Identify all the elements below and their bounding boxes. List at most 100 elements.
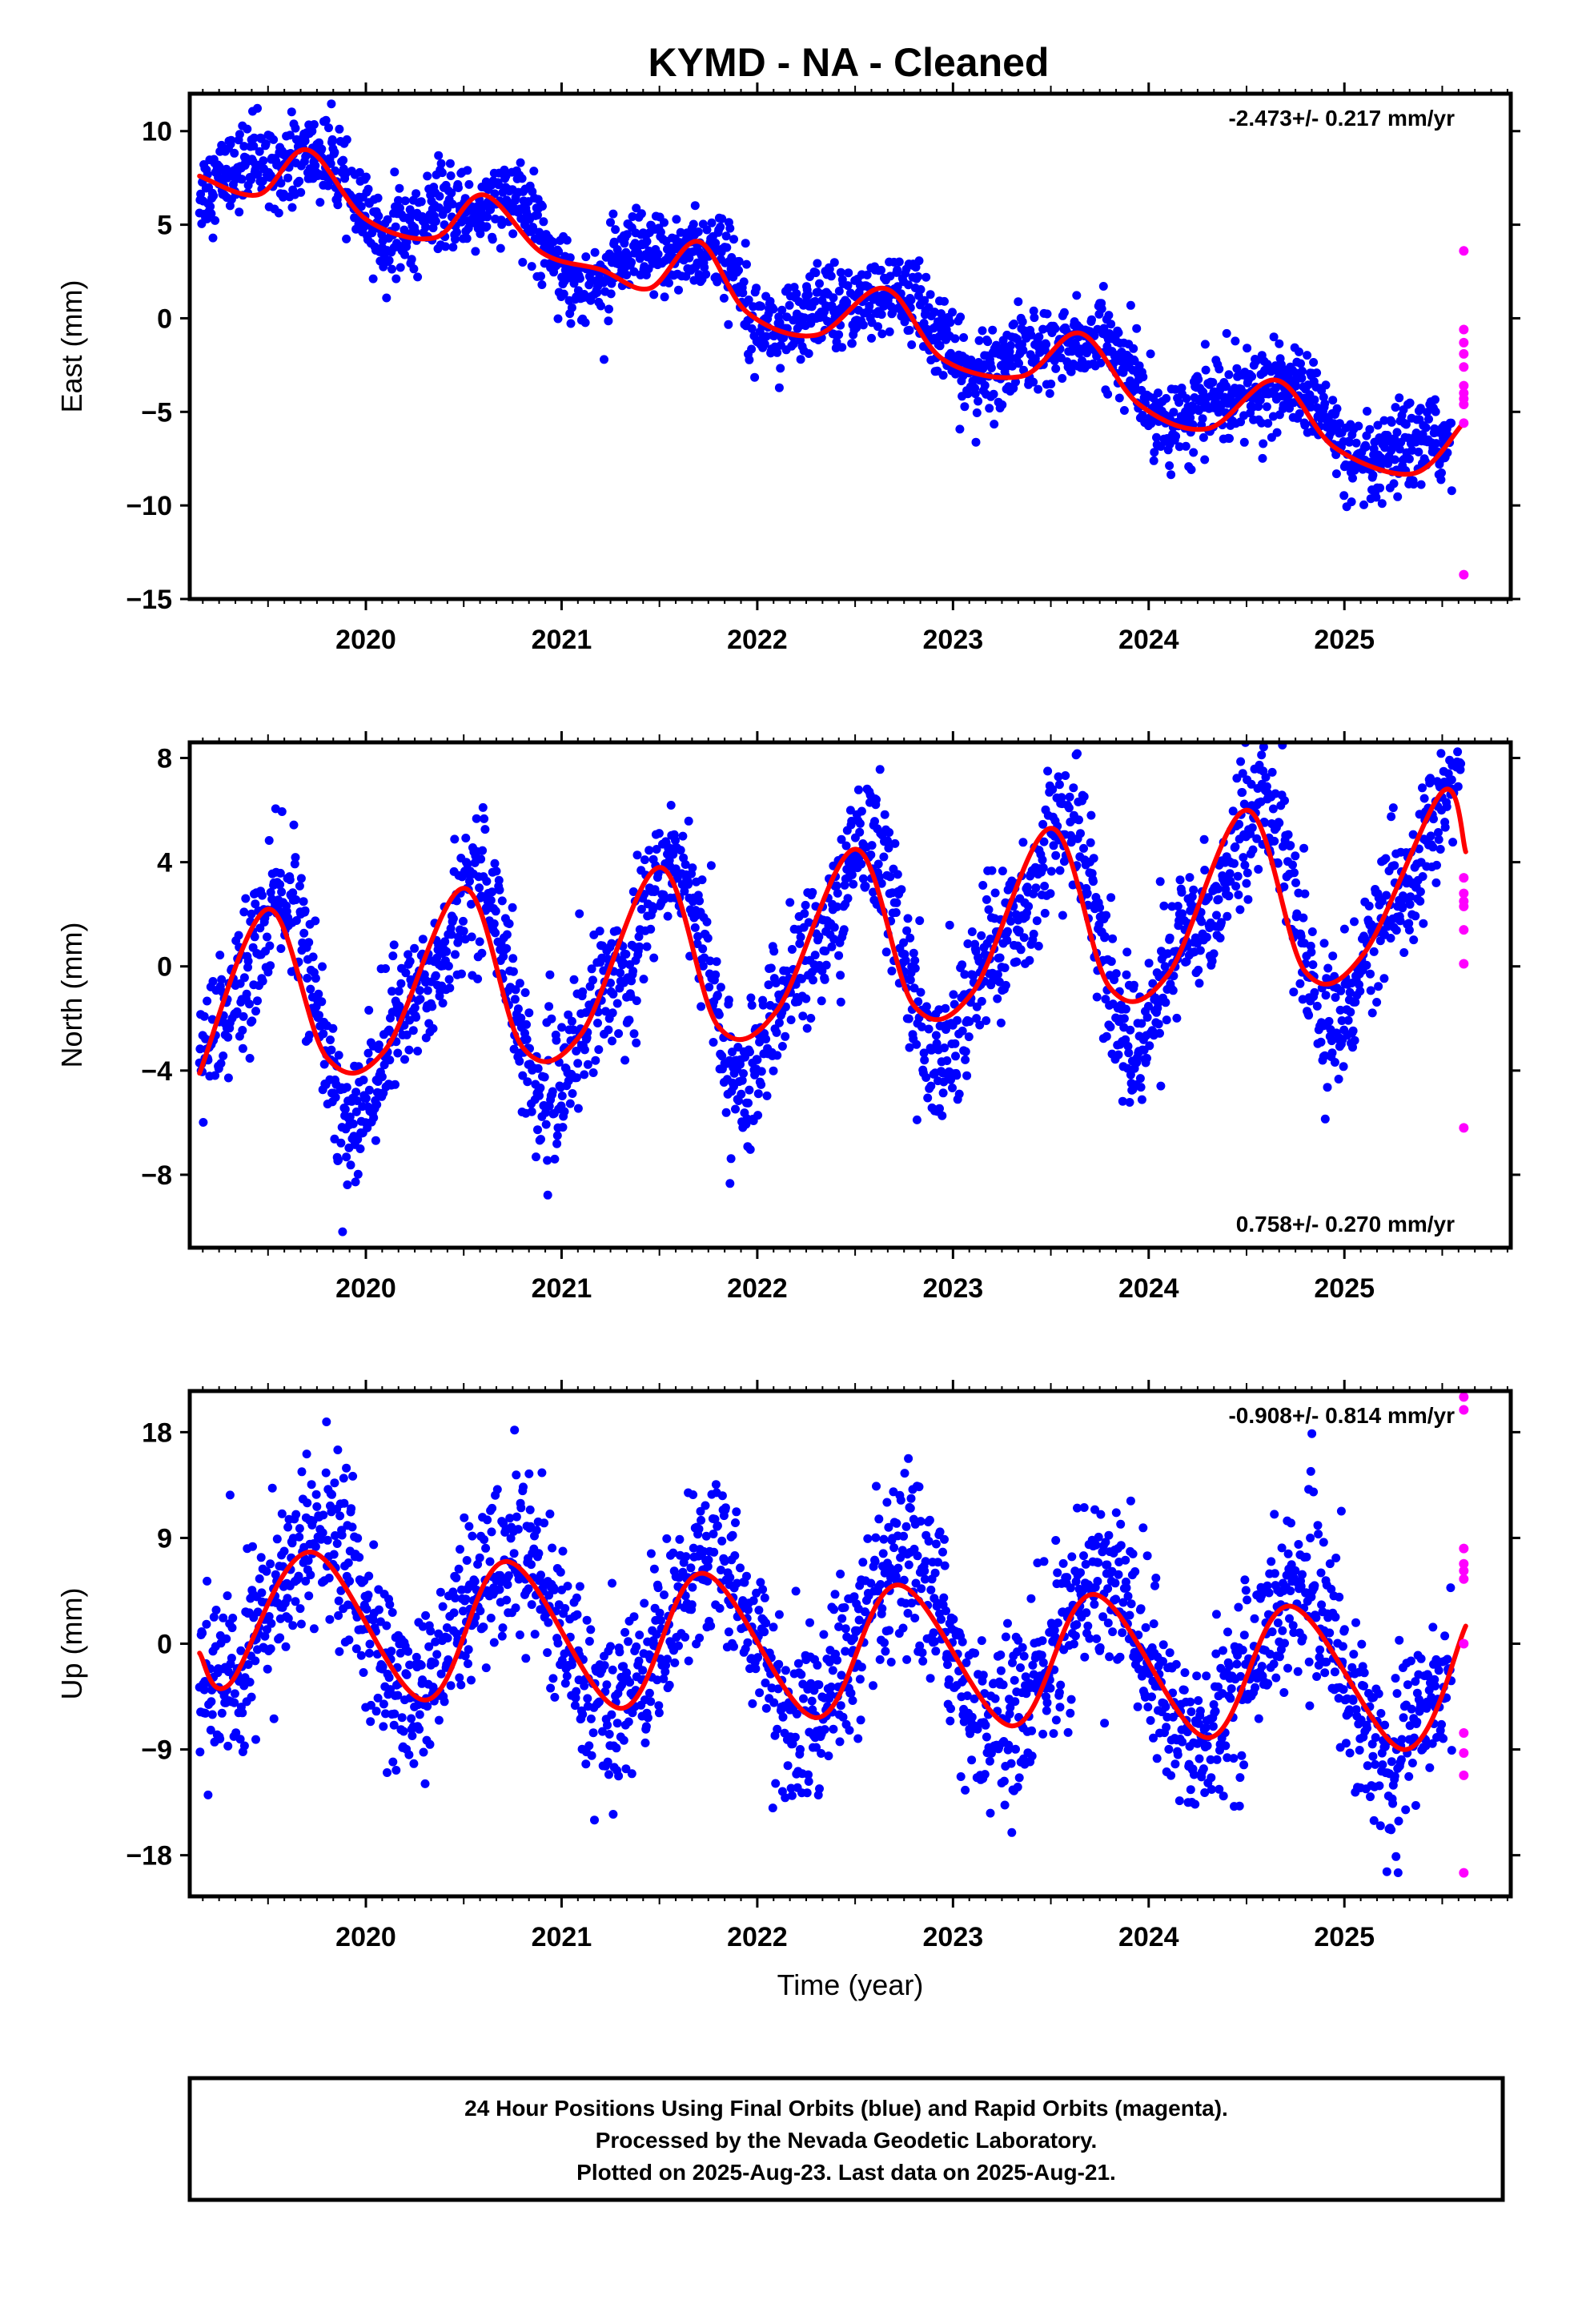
data-point bbox=[575, 274, 584, 283]
data-point bbox=[714, 1010, 724, 1019]
data-point bbox=[223, 1591, 232, 1601]
data-point bbox=[339, 1498, 349, 1508]
rapid-point bbox=[1459, 362, 1469, 372]
data-point bbox=[1019, 933, 1029, 943]
data-point bbox=[1222, 381, 1231, 391]
data-point bbox=[306, 984, 315, 994]
data-point bbox=[1225, 869, 1235, 879]
data-point bbox=[1175, 875, 1185, 885]
data-point bbox=[739, 277, 749, 287]
data-point bbox=[230, 1698, 239, 1707]
x-tick-label: 2023 bbox=[923, 625, 984, 655]
data-point bbox=[1189, 885, 1199, 895]
data-point bbox=[757, 1080, 766, 1089]
data-point bbox=[707, 218, 717, 227]
data-point bbox=[243, 956, 253, 966]
data-point bbox=[1437, 468, 1446, 477]
data-point bbox=[291, 916, 301, 925]
data-point bbox=[260, 1631, 270, 1641]
data-point bbox=[198, 1628, 207, 1638]
data-point bbox=[738, 288, 748, 298]
data-point bbox=[1348, 473, 1357, 483]
data-point bbox=[731, 1104, 740, 1114]
data-point bbox=[1200, 340, 1210, 349]
data-point bbox=[1178, 909, 1187, 919]
data-point bbox=[1339, 491, 1349, 501]
data-point bbox=[1209, 949, 1219, 959]
data-point bbox=[1148, 979, 1158, 988]
data-point bbox=[919, 1048, 929, 1058]
data-point bbox=[1436, 475, 1446, 485]
data-point bbox=[1331, 993, 1340, 1002]
data-point bbox=[259, 156, 268, 166]
data-point bbox=[502, 943, 512, 953]
data-point bbox=[309, 1624, 319, 1634]
data-point bbox=[843, 281, 853, 291]
data-point bbox=[462, 234, 472, 243]
data-point bbox=[909, 948, 918, 958]
data-point bbox=[1345, 987, 1355, 997]
data-point bbox=[971, 437, 981, 447]
data-point bbox=[1431, 407, 1440, 416]
data-point bbox=[984, 905, 994, 915]
data-point bbox=[612, 926, 622, 935]
data-point bbox=[418, 935, 428, 944]
rapid-orbit-points bbox=[1459, 246, 1469, 580]
data-point bbox=[962, 1071, 972, 1080]
data-point bbox=[815, 279, 824, 288]
data-point bbox=[1165, 933, 1174, 943]
data-point bbox=[1361, 442, 1371, 452]
data-point bbox=[319, 1510, 328, 1520]
data-point bbox=[326, 159, 335, 168]
data-point bbox=[676, 227, 685, 237]
data-point bbox=[1002, 935, 1012, 945]
data-point bbox=[870, 817, 879, 826]
data-point bbox=[680, 887, 689, 896]
data-point bbox=[383, 1768, 391, 1777]
data-point bbox=[1440, 822, 1450, 832]
data-point bbox=[238, 1026, 247, 1035]
data-point bbox=[744, 1098, 753, 1108]
data-point bbox=[353, 1534, 363, 1543]
data-point bbox=[656, 227, 665, 237]
data-point bbox=[211, 1606, 221, 1614]
data-point bbox=[283, 1614, 293, 1623]
data-point bbox=[230, 1689, 239, 1699]
data-point bbox=[865, 301, 874, 311]
data-point bbox=[970, 389, 980, 399]
data-point bbox=[747, 324, 757, 333]
data-point bbox=[1135, 1074, 1145, 1084]
data-point bbox=[1242, 879, 1251, 888]
data-point bbox=[486, 205, 496, 215]
rapid-point bbox=[1459, 959, 1469, 969]
data-point bbox=[1161, 998, 1170, 1007]
data-point bbox=[369, 1540, 379, 1550]
data-point bbox=[587, 1751, 596, 1760]
data-point bbox=[1295, 409, 1304, 418]
data-point bbox=[1300, 889, 1310, 899]
data-point bbox=[1136, 1083, 1146, 1092]
data-point bbox=[336, 1138, 346, 1148]
data-point bbox=[317, 997, 327, 1007]
data-point bbox=[498, 1623, 508, 1633]
final-orbit-points bbox=[195, 742, 1466, 1236]
data-point bbox=[431, 1637, 440, 1647]
data-point bbox=[912, 1039, 921, 1049]
data-point bbox=[661, 1667, 670, 1676]
data-point bbox=[595, 927, 604, 936]
data-point bbox=[468, 1531, 477, 1541]
data-point bbox=[1257, 750, 1267, 760]
data-point bbox=[1089, 854, 1098, 863]
data-point bbox=[901, 956, 910, 965]
data-point bbox=[1404, 919, 1414, 928]
data-point bbox=[1392, 428, 1402, 437]
data-point bbox=[883, 836, 892, 846]
data-point bbox=[1238, 769, 1247, 778]
data-point bbox=[225, 1490, 235, 1500]
data-point bbox=[1295, 979, 1305, 988]
data-point bbox=[949, 990, 958, 999]
data-point bbox=[475, 1553, 484, 1562]
data-point bbox=[264, 1612, 274, 1621]
data-point bbox=[413, 1047, 423, 1055]
data-point bbox=[562, 1671, 572, 1681]
